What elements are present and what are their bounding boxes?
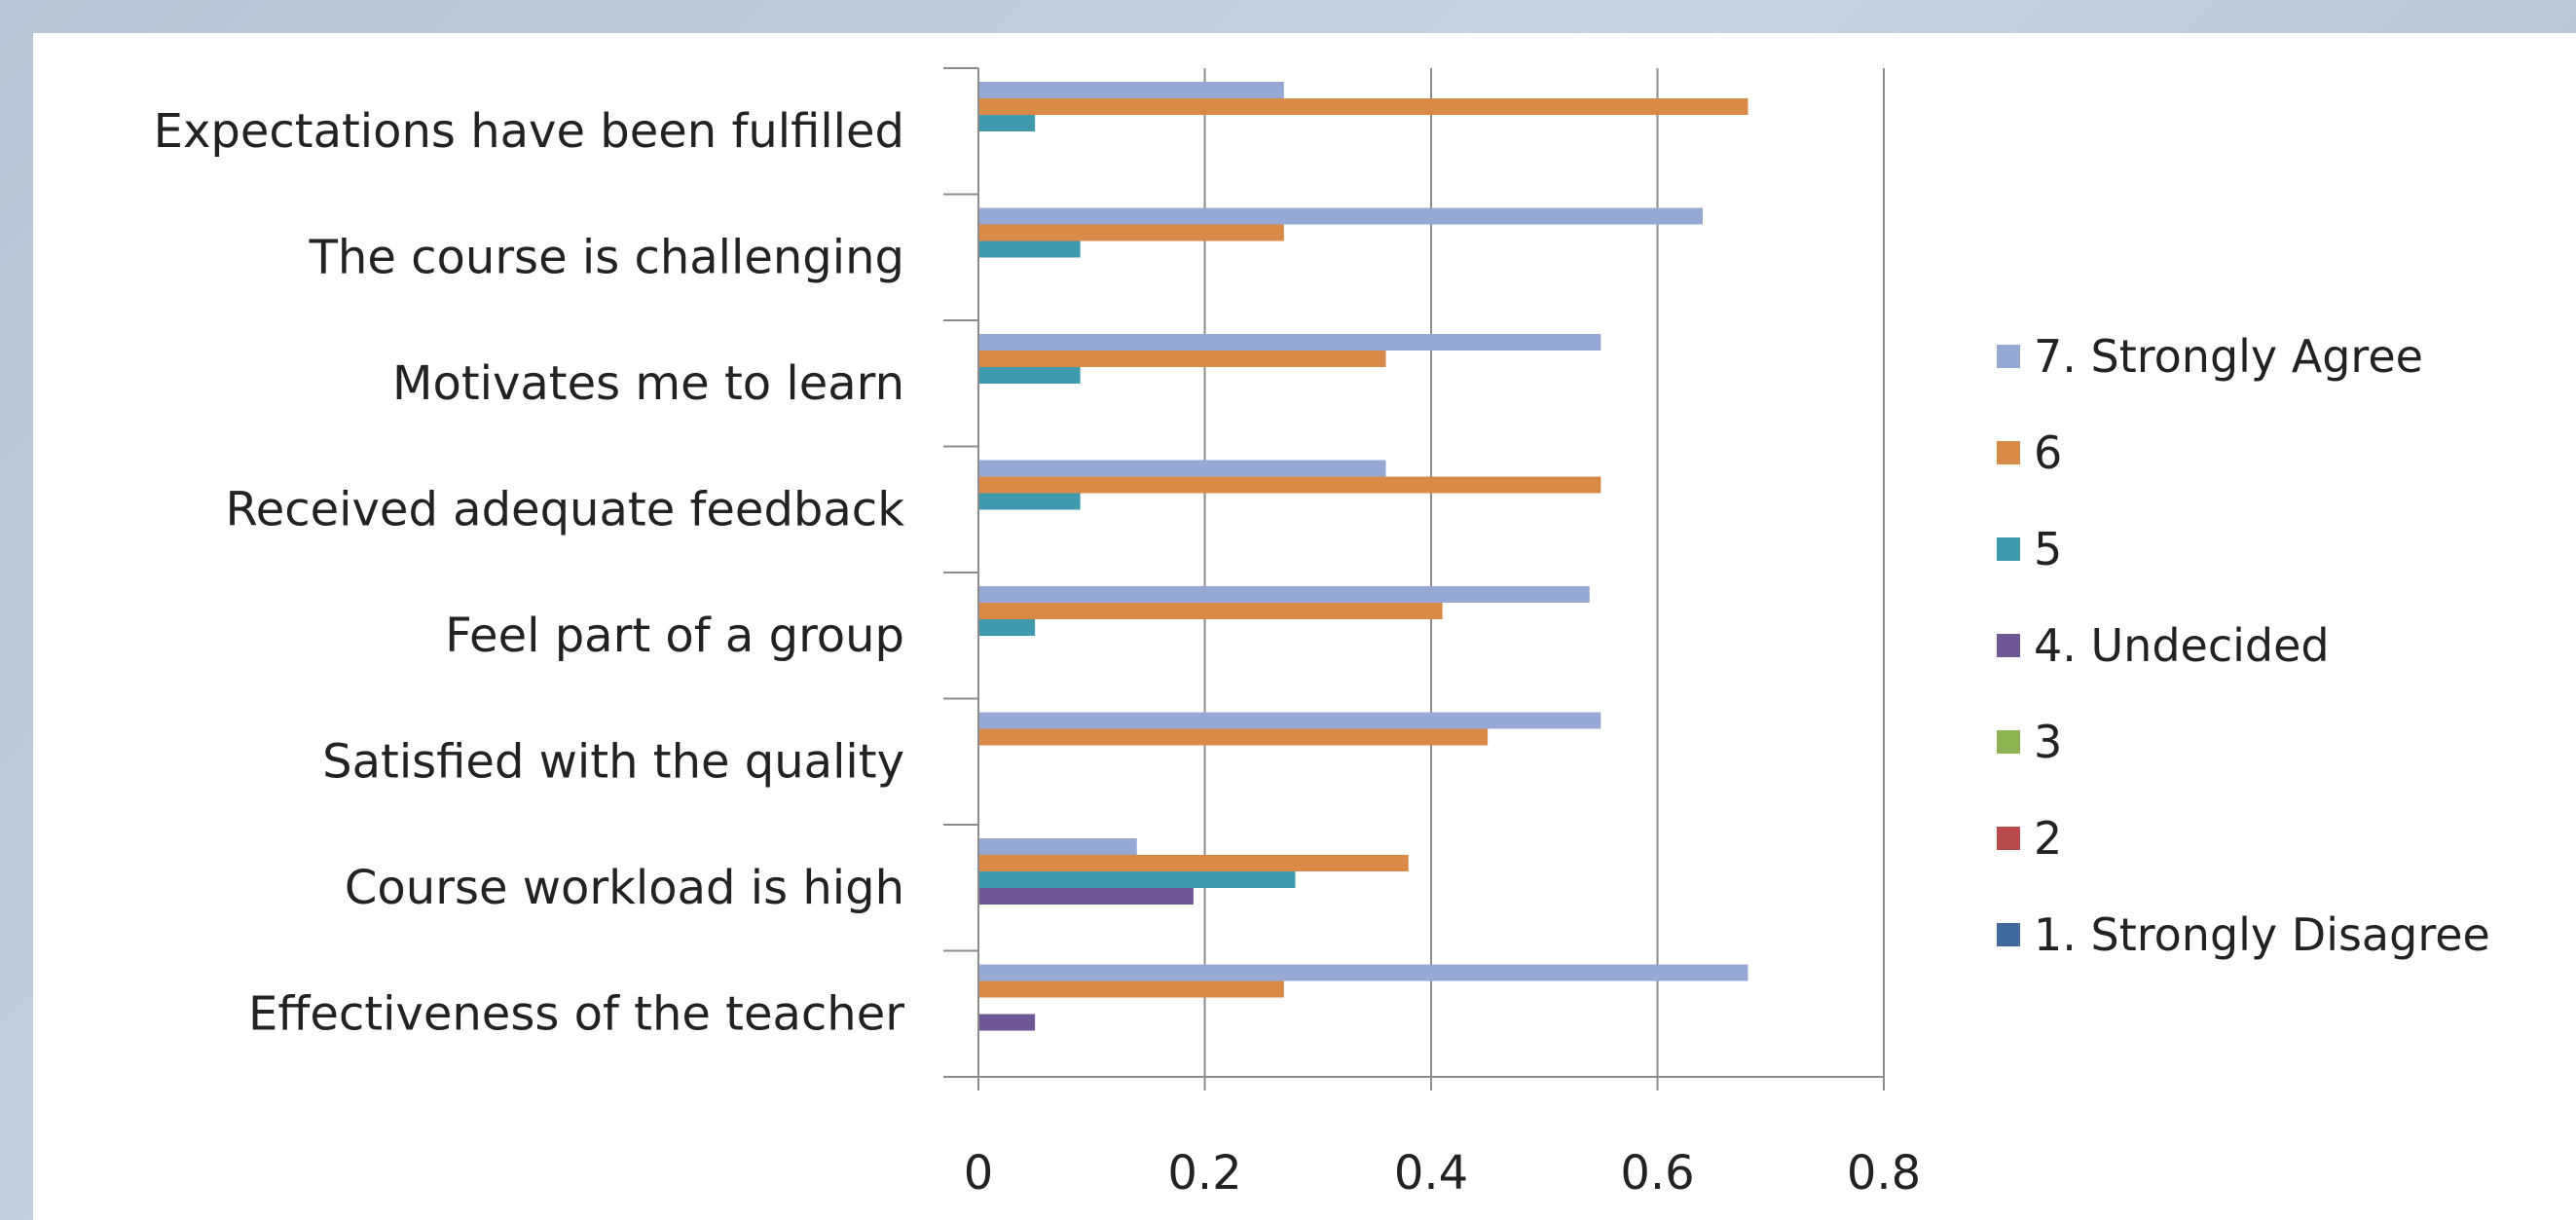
legend-entry: 2 xyxy=(1997,812,2062,865)
legend-label: 1. Strongly Disagree xyxy=(2034,908,2490,961)
legend-swatch xyxy=(1997,634,2020,657)
legend-label: 5 xyxy=(2034,523,2062,575)
legend-entry: 4. Undecided xyxy=(1997,619,2330,672)
bar xyxy=(978,888,1194,905)
bar xyxy=(978,82,1284,98)
bar xyxy=(978,460,1386,477)
legend-label: 2 xyxy=(2034,812,2062,865)
legend-label: 6 xyxy=(2034,426,2062,479)
bar xyxy=(978,207,1703,225)
bar-chart: Expectations have been fulfilled The cour… xyxy=(154,67,2490,1201)
legend-entry: 6 xyxy=(1997,426,2062,479)
legend-label: 4. Undecided xyxy=(2034,619,2330,672)
bar xyxy=(978,712,1601,729)
bar xyxy=(978,871,1296,888)
x-tick-label: 0.8 xyxy=(1847,1146,1921,1201)
legend-swatch xyxy=(1997,537,2020,561)
bar xyxy=(978,115,1036,131)
category-label: Received adequate feedback xyxy=(226,482,905,536)
category-label: Effectiveness of the teacher xyxy=(248,986,904,1041)
bar xyxy=(978,351,1386,367)
legend-entry: 3 xyxy=(1997,716,2062,768)
bar xyxy=(978,728,1489,746)
bar xyxy=(978,603,1443,619)
category-label: Motivates me to learn xyxy=(392,356,904,411)
legend-swatch xyxy=(1997,441,2020,464)
bar xyxy=(978,476,1601,494)
legend-entry: 5 xyxy=(1997,523,2062,575)
legend: 7. Strongly Agree 6 5 4. Undecided 3 2 1. Stro… xyxy=(1997,330,2490,961)
bar xyxy=(978,619,1036,636)
legend-label: 3 xyxy=(2034,716,2062,768)
bar xyxy=(978,1014,1036,1031)
x-tick-label: 0.2 xyxy=(1167,1146,1241,1201)
bar xyxy=(978,334,1601,351)
legend-entry: 1. Strongly Disagree xyxy=(1997,908,2490,961)
axes xyxy=(943,67,1885,1091)
bar xyxy=(978,240,1081,258)
bar xyxy=(978,964,1748,981)
bars xyxy=(978,82,1748,1031)
category-label: Expectations have been fulfilled xyxy=(154,104,904,159)
legend-swatch xyxy=(1997,730,2020,754)
category-label: Course workload is high xyxy=(345,861,904,915)
x-tick-labels: 0 0.2 0.4 0.6 0.8 xyxy=(964,1146,1921,1201)
chart-area: Expectations have been fulfilled The cour… xyxy=(33,33,2576,1220)
category-label: Satisfied with the quality xyxy=(322,734,904,789)
bar xyxy=(978,98,1748,115)
bar xyxy=(978,855,1409,871)
bar xyxy=(978,980,1284,998)
bar xyxy=(978,367,1081,384)
gridlines xyxy=(1203,68,1885,1077)
x-tick-label: 0.4 xyxy=(1394,1146,1468,1201)
legend-swatch xyxy=(1997,827,2020,850)
bar xyxy=(978,493,1081,510)
legend-entry: 7. Strongly Agree xyxy=(1997,330,2423,383)
legend-label: 7. Strongly Agree xyxy=(2034,330,2423,383)
legend-swatch xyxy=(1997,345,2020,368)
category-labels: Expectations have been fulfilled The cour… xyxy=(154,104,905,1042)
x-tick-label: 0 xyxy=(964,1146,994,1201)
bar xyxy=(978,838,1137,855)
legend-swatch xyxy=(1997,923,2020,946)
x-tick-label: 0.6 xyxy=(1620,1146,1694,1201)
category-label: Feel part of a group xyxy=(445,609,904,663)
category-label: The course is challenging xyxy=(309,230,904,284)
bar xyxy=(978,586,1590,603)
bar xyxy=(978,224,1284,241)
